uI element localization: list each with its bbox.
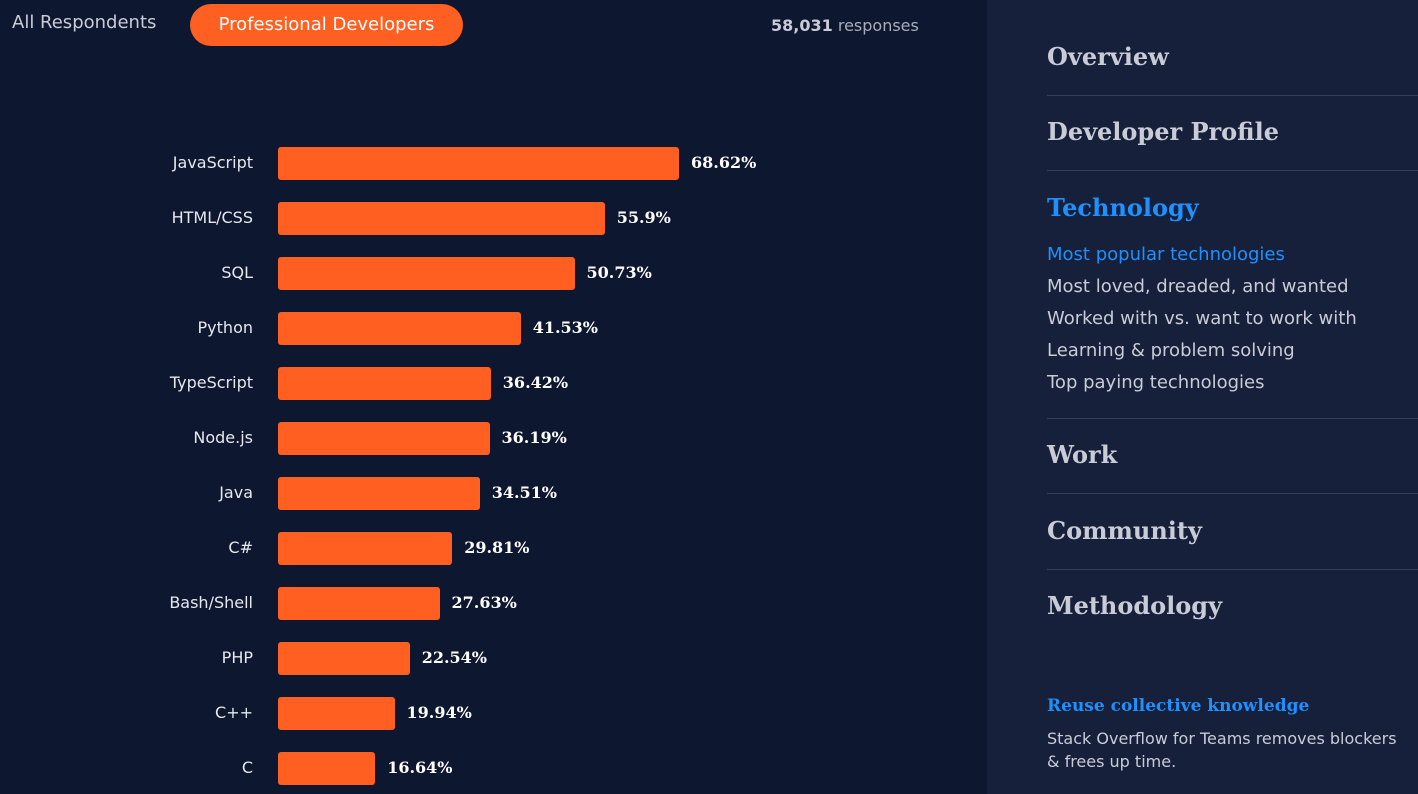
value-label: 22.54% <box>421 648 487 667</box>
value-label: 68.62% <box>691 153 757 172</box>
bar <box>278 477 480 510</box>
sidebar <box>987 0 1418 794</box>
nav-item-learning[interactable]: Learning & problem solving <box>1047 340 1295 361</box>
nav-community[interactable]: Community <box>1047 516 1202 545</box>
nav-divider <box>1047 418 1418 419</box>
bar <box>278 257 575 290</box>
filter-professional-developers[interactable]: Professional Developers <box>190 4 463 46</box>
nav-technology[interactable]: Technology <box>1047 193 1199 222</box>
category-label: TypeScript <box>169 373 253 392</box>
bar <box>278 202 605 235</box>
bar <box>278 697 395 730</box>
nav-divider <box>1047 493 1418 494</box>
responses-label: responses <box>837 16 919 35</box>
category-label: SQL <box>221 263 253 282</box>
value-label: 41.53% <box>532 318 598 337</box>
value-label: 36.42% <box>502 373 569 392</box>
nav-divider <box>1047 95 1418 96</box>
nav-overview[interactable]: Overview <box>1047 42 1169 71</box>
nav-divider <box>1047 569 1418 570</box>
nav-item-top-paying[interactable]: Top paying technologies <box>1047 372 1265 393</box>
category-label: C# <box>228 538 253 557</box>
value-label: 19.94% <box>406 703 472 722</box>
category-label: JavaScript <box>172 153 253 172</box>
responses-number: 58,031 <box>771 16 833 35</box>
nav-item-worked-with[interactable]: Worked with vs. want to work with <box>1047 308 1357 329</box>
bar <box>278 642 410 675</box>
bar <box>278 752 376 785</box>
value-label: 36.19% <box>501 428 567 447</box>
value-label: 27.63% <box>451 593 517 612</box>
bar <box>278 367 491 400</box>
category-label: C++ <box>215 703 253 722</box>
nav-methodology[interactable]: Methodology <box>1047 591 1223 620</box>
value-label: 50.73% <box>586 263 652 282</box>
category-label: HTML/CSS <box>171 208 253 227</box>
main-panel: All Respondents Professional Developers … <box>12 4 919 785</box>
nav-work[interactable]: Work <box>1047 440 1118 469</box>
bar-chart: JavaScript 68.62% HTML/CSS 55.9% SQL 50.73% Py… <box>169 147 757 785</box>
category-label: Java <box>219 483 253 502</box>
category-label: Bash/Shell <box>169 593 253 612</box>
value-label: 16.64% <box>387 758 453 777</box>
filter-all-respondents[interactable]: All Respondents <box>12 12 157 33</box>
bar <box>278 532 453 565</box>
value-label: 55.9% <box>616 208 671 227</box>
nav-developer-profile[interactable]: Developer Profile <box>1047 117 1280 146</box>
category-label: Python <box>197 318 253 337</box>
category-label: Node.js <box>193 428 253 447</box>
promo-text: Stack Overflow for Teams removes blocker… <box>1047 729 1397 771</box>
value-label: 34.51% <box>491 483 557 502</box>
nav-item-most-loved[interactable]: Most loved, dreaded, and wanted <box>1047 276 1349 297</box>
promo-title-link[interactable]: Reuse collective knowledge <box>1047 696 1310 716</box>
category-label: PHP <box>221 648 253 667</box>
bar <box>278 312 521 345</box>
bar <box>278 587 440 620</box>
value-label: 29.81% <box>464 538 530 557</box>
responses-count: 58,031 responses <box>771 16 919 35</box>
bar <box>278 147 679 180</box>
nav-divider <box>1047 170 1418 171</box>
category-label: C <box>241 758 253 777</box>
nav-item-most-popular[interactable]: Most popular technologies <box>1047 244 1285 265</box>
bar <box>278 422 490 455</box>
